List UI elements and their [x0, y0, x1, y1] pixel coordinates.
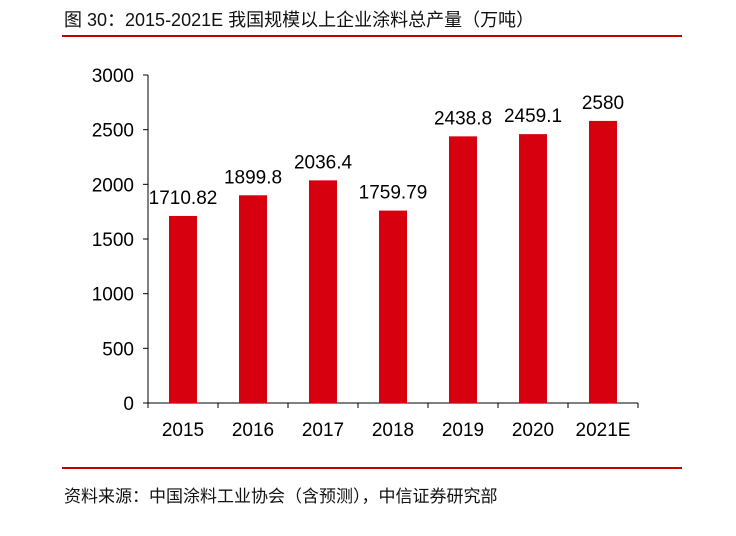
y-tick-label: 1500	[92, 230, 134, 251]
x-tick-label: 2016	[232, 420, 274, 441]
y-tick-label: 500	[102, 339, 134, 360]
bar-2020	[519, 134, 547, 403]
data-label-2018: 1759.79	[359, 183, 428, 204]
bar-2015	[169, 215, 197, 403]
x-tick-label: 2017	[302, 420, 344, 441]
bar-2016	[239, 195, 267, 403]
source-note: 资料来源：中国涂料工业协会（含预测），中信证券研究部	[64, 487, 498, 506]
figure-title: 图 30：2015-2021E 我国规模以上企业涂料总产量（万吨）	[64, 10, 535, 30]
data-label-2019: 2438.8	[434, 108, 492, 129]
y-tick-label: 3000	[92, 66, 134, 87]
x-tick-label: 2015	[162, 420, 204, 441]
x-tick-label: 2020	[512, 420, 554, 441]
x-tick-label: 2018	[372, 420, 414, 441]
data-label-2017: 2036.4	[294, 152, 353, 173]
title-rule	[62, 35, 682, 37]
bar-2017	[309, 180, 337, 403]
data-label-2016: 1899.8	[224, 167, 282, 188]
y-tick-label: 2000	[92, 175, 134, 196]
y-tick-label: 2500	[92, 121, 134, 142]
source-rule	[62, 467, 682, 469]
bar-2019	[449, 136, 477, 404]
x-tick-label: 2019	[442, 420, 484, 441]
data-label-2015: 1710.82	[149, 188, 218, 209]
y-tick-label: 0	[123, 394, 134, 415]
bar-2021E	[589, 120, 617, 404]
bar-2018	[379, 210, 407, 403]
y-tick-label: 1000	[92, 285, 134, 306]
data-label-2020: 2459.1	[504, 106, 562, 127]
data-label-2021E: 2580	[582, 93, 624, 114]
x-tick-label: 2021E	[576, 420, 631, 441]
